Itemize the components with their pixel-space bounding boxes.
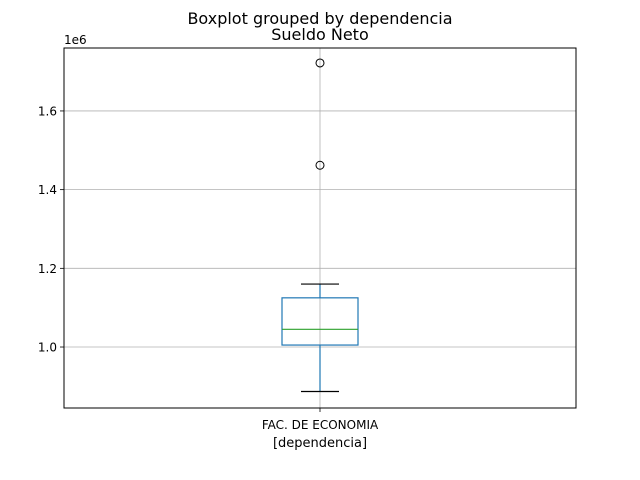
box-iqr: [281, 297, 359, 346]
x-axis-label: [dependencia]: [273, 436, 367, 451]
chart-title: Sueldo Neto: [271, 25, 369, 44]
y-tick-label: 1.0: [38, 341, 57, 355]
y-tick-label: 1.4: [38, 183, 57, 197]
outlier-point: [315, 58, 325, 68]
x-tick-label: FAC. DE ECONOMIA: [262, 418, 379, 432]
figure-suptitle: Boxplot grouped by dependencia: [187, 9, 452, 28]
y-tick-label: 1.2: [38, 262, 57, 276]
x-axis-ticks: FAC. DE ECONOMIA: [262, 408, 379, 432]
y-tick-label: 1.6: [38, 104, 57, 118]
outlier-point: [315, 160, 325, 170]
y-axis-ticks: 1.0 1.2 1.4 1.6: [38, 104, 64, 355]
box-series: [281, 58, 359, 393]
y-axis-offset-label: 1e6: [64, 33, 87, 47]
